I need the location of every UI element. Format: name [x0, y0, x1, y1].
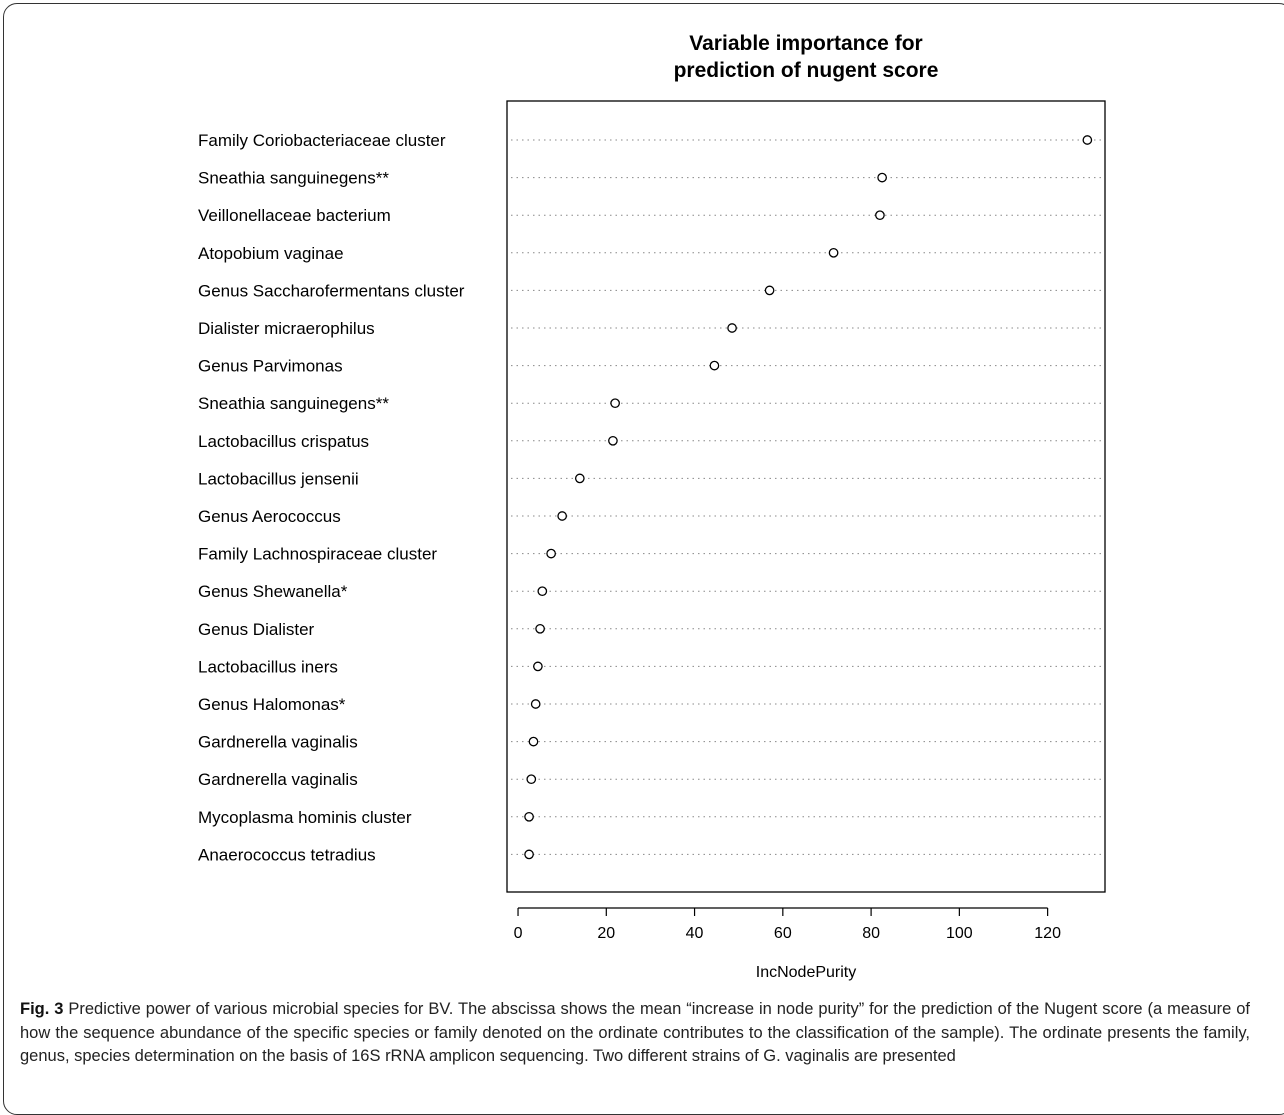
x-tick-label: 40: [686, 925, 704, 942]
data-point: [530, 699, 541, 709]
x-tick-label: 60: [774, 925, 792, 942]
chart-title-line-2: prediction of nugent score: [674, 59, 939, 82]
variable-label: Family Coriobacteriaceae cluster: [198, 131, 446, 150]
variable-row: Family Lachnospiraceae cluster: [198, 545, 1101, 564]
variable-label: Sneathia sanguinegens**: [198, 169, 389, 188]
figure-caption-text: Predictive power of various microbial sp…: [20, 1000, 1250, 1065]
x-tick-label: 0: [514, 925, 523, 942]
data-point: [526, 774, 537, 785]
importance-dot-chart: Variable importance for prediction of nu…: [198, 32, 1106, 981]
variable-row: Anaerococcus tetradius: [198, 845, 1101, 864]
variable-row: Genus Saccharofermentans cluster: [198, 281, 1101, 300]
variable-label: Gardnerella vaginalis: [198, 733, 358, 752]
data-point: [524, 811, 534, 822]
data-point: [533, 661, 543, 672]
data-point: [537, 586, 548, 597]
figure-caption: Fig. 3 Predictive power of various micro…: [20, 998, 1250, 1069]
variable-row: Atopobium vaginae: [198, 244, 1101, 263]
x-tick-label: 100: [946, 925, 973, 942]
variable-row: Lactobacillus iners: [198, 657, 1101, 676]
variable-row: Genus Shewanella*: [198, 582, 1101, 601]
variable-label: Veillonellaceae bacterium: [198, 206, 391, 225]
data-point: [764, 285, 775, 296]
variable-row: Gardnerella vaginalis: [198, 770, 1101, 789]
variable-label: Lactobacillus crispatus: [198, 432, 369, 451]
variable-row: Sneathia sanguinegens**: [198, 394, 1101, 413]
data-point: [828, 247, 839, 258]
data-point: [574, 473, 585, 484]
plot-area-border: [506, 100, 1106, 893]
variable-row: Genus Dialister: [198, 620, 1101, 639]
data-point: [610, 398, 620, 409]
variable-label: Lactobacillus iners: [198, 657, 338, 676]
data-point: [877, 172, 887, 183]
variable-row: Dialister micraerophilus: [198, 319, 1101, 338]
variable-label: Genus Dialister: [198, 620, 315, 639]
x-tick-label: 20: [597, 925, 615, 942]
variable-row: Genus Parvimonas: [198, 357, 1101, 376]
variable-row: Veillonellaceae bacterium: [198, 206, 1101, 225]
x-tick-label: 80: [862, 925, 880, 942]
x-tick-label: 120: [1034, 925, 1061, 942]
variable-row: Lactobacillus jensenii: [198, 469, 1101, 488]
variable-row: Family Coriobacteriaceae cluster: [198, 131, 1101, 150]
data-point: [557, 511, 568, 521]
variable-label: Mycoplasma hominis cluster: [198, 808, 412, 827]
data-point: [528, 736, 539, 747]
variable-label: Family Lachnospiraceae cluster: [198, 545, 437, 564]
variable-row: Lactobacillus crispatus: [198, 432, 1101, 451]
variable-label: Genus Saccharofermentans cluster: [198, 281, 465, 300]
variable-label: Genus Aerococcus: [198, 507, 341, 526]
variable-row: Mycoplasma hominis cluster: [198, 808, 1101, 827]
variable-label: Atopobium vaginae: [198, 244, 344, 263]
data-point: [535, 623, 545, 634]
variable-row: Sneathia sanguinegens**: [198, 169, 1101, 188]
data-point: [875, 210, 885, 221]
data-point: [524, 849, 534, 860]
variable-label: Dialister micraerophilus: [198, 319, 375, 338]
x-axis-title: IncNodePurity: [756, 964, 857, 981]
chart-title-line-1: Variable importance for: [689, 32, 922, 55]
data-point: [608, 435, 618, 446]
variable-row: Gardnerella vaginalis: [198, 733, 1101, 752]
data-point: [546, 548, 556, 559]
variable-label: Genus Parvimonas: [198, 357, 343, 376]
variable-label: Sneathia sanguinegens**: [198, 394, 389, 413]
variable-label: Genus Halomonas*: [198, 695, 346, 714]
variable-row: Genus Aerococcus: [198, 507, 1101, 526]
variable-label: Anaerococcus tetradius: [198, 845, 376, 864]
figure-caption-label: Fig. 3: [20, 1000, 64, 1018]
data-point: [1082, 135, 1093, 145]
data-point: [709, 360, 720, 371]
variable-label: Lactobacillus jensenii: [198, 469, 359, 488]
variable-label: Gardnerella vaginalis: [198, 770, 358, 789]
variable-label: Genus Shewanella*: [198, 582, 348, 601]
data-point: [727, 323, 737, 333]
variable-row: Genus Halomonas*: [198, 695, 1101, 714]
